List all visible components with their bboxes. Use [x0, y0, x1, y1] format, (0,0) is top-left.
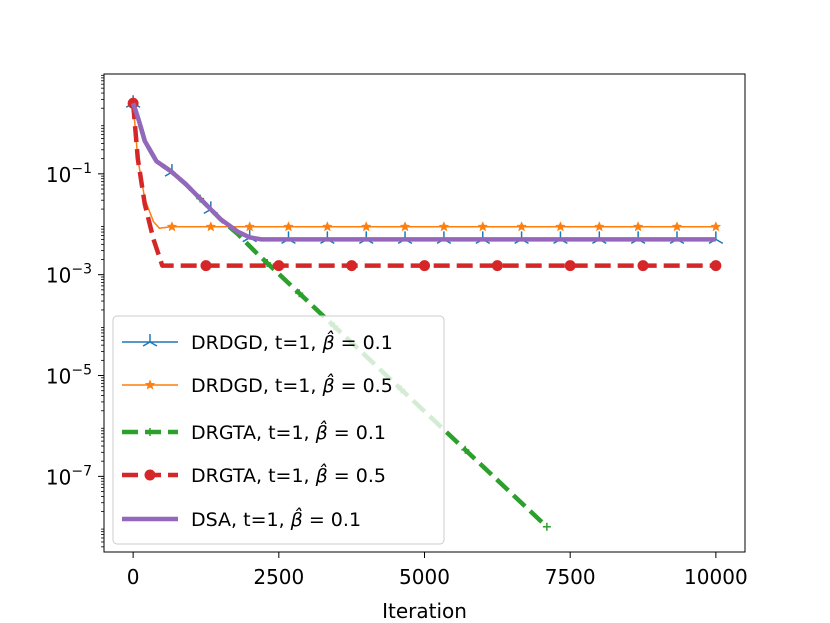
series-2-marker-11 — [516, 221, 527, 232]
series-2-marker-15 — [671, 221, 683, 232]
series-2-marker-8 — [399, 221, 411, 232]
y-tick-label-3: 10−5 — [46, 363, 92, 389]
series-4-marker-3 — [273, 260, 285, 272]
y-tick-label-2: 10−3 — [46, 262, 92, 288]
legend-item-5: DSA, t=1, β̂ = 0.1 — [122, 507, 361, 531]
series-3-marker-4 — [295, 289, 304, 298]
series-2-marker-13 — [593, 221, 605, 232]
series-3-marker-3 — [263, 258, 272, 267]
legend-label-3: DRGTA, t=1, β̂ = 0.1 — [191, 420, 386, 444]
legend-label-5: DSA, t=1, β̂ = 0.1 — [191, 507, 361, 531]
series-2-marker-12 — [555, 221, 566, 232]
x-tick-label-3: 5000 — [399, 565, 450, 589]
legend-marker-1 — [142, 334, 158, 347]
series-2-marker-3 — [205, 221, 217, 232]
x-tick-label-5: 10000 — [684, 565, 748, 589]
series-4-marker-7 — [564, 260, 576, 272]
legend-label-2: DRDGD, t=1, β̂ = 0.5 — [191, 373, 393, 397]
legend-marker-3 — [146, 428, 154, 436]
x-tick-label-4: 7500 — [545, 565, 596, 589]
series-2-marker-16 — [710, 221, 722, 232]
series-5 — [131, 102, 716, 242]
legend-frame — [112, 315, 445, 545]
legend: DRDGD, t=1, β̂ = 0.1 DRDGD, t=1, β̂ = 0.5… — [112, 315, 445, 545]
series-4-marker-2 — [200, 260, 212, 272]
legend-item-1: DRDGD, t=1, β̂ = 0.1 — [122, 330, 393, 354]
series-2-marker-9 — [438, 221, 450, 232]
series-2-marker-7 — [360, 221, 372, 232]
legend-item-2: DRDGD, t=1, β̂ = 0.5 — [122, 373, 393, 397]
legend-marker-2 — [144, 379, 156, 390]
series-5-line — [131, 102, 716, 242]
series-4-marker-8 — [637, 260, 649, 272]
series-2-marker-4 — [244, 221, 256, 232]
x-tick-label-1: 0 — [127, 565, 140, 589]
legend-item-4: DRGTA, t=1, β̂ = 0.5 — [122, 463, 386, 487]
x-tick-label-2: 2500 — [253, 565, 304, 589]
series-4-line — [130, 103, 716, 268]
y-tick-label-1: 10−1 — [46, 161, 92, 187]
legend-marker-4 — [144, 469, 156, 481]
series-2-marker-14 — [632, 221, 644, 232]
x-axis-title: Iteration — [382, 599, 467, 623]
series-2-marker-10 — [477, 221, 489, 232]
series-3-marker-7 — [461, 445, 470, 454]
series-4-marker-5 — [419, 260, 430, 272]
legend-label-4: DRGTA, t=1, β̂ = 0.5 — [191, 463, 386, 487]
series-4-marker-6 — [491, 260, 503, 272]
series-2-marker-5 — [283, 221, 294, 232]
y-tick-label-4: 10−7 — [46, 463, 92, 489]
legend-item-3: DRGTA, t=1, β̂ = 0.1 — [122, 420, 386, 444]
series-3-marker-8 — [542, 522, 551, 531]
series-2-marker-6 — [321, 221, 333, 232]
series-4-marker-9 — [710, 260, 722, 272]
series-4-marker-4 — [346, 260, 358, 272]
legend-label-1: DRDGD, t=1, β̂ = 0.1 — [191, 330, 393, 354]
series-2-marker-2 — [166, 221, 178, 232]
